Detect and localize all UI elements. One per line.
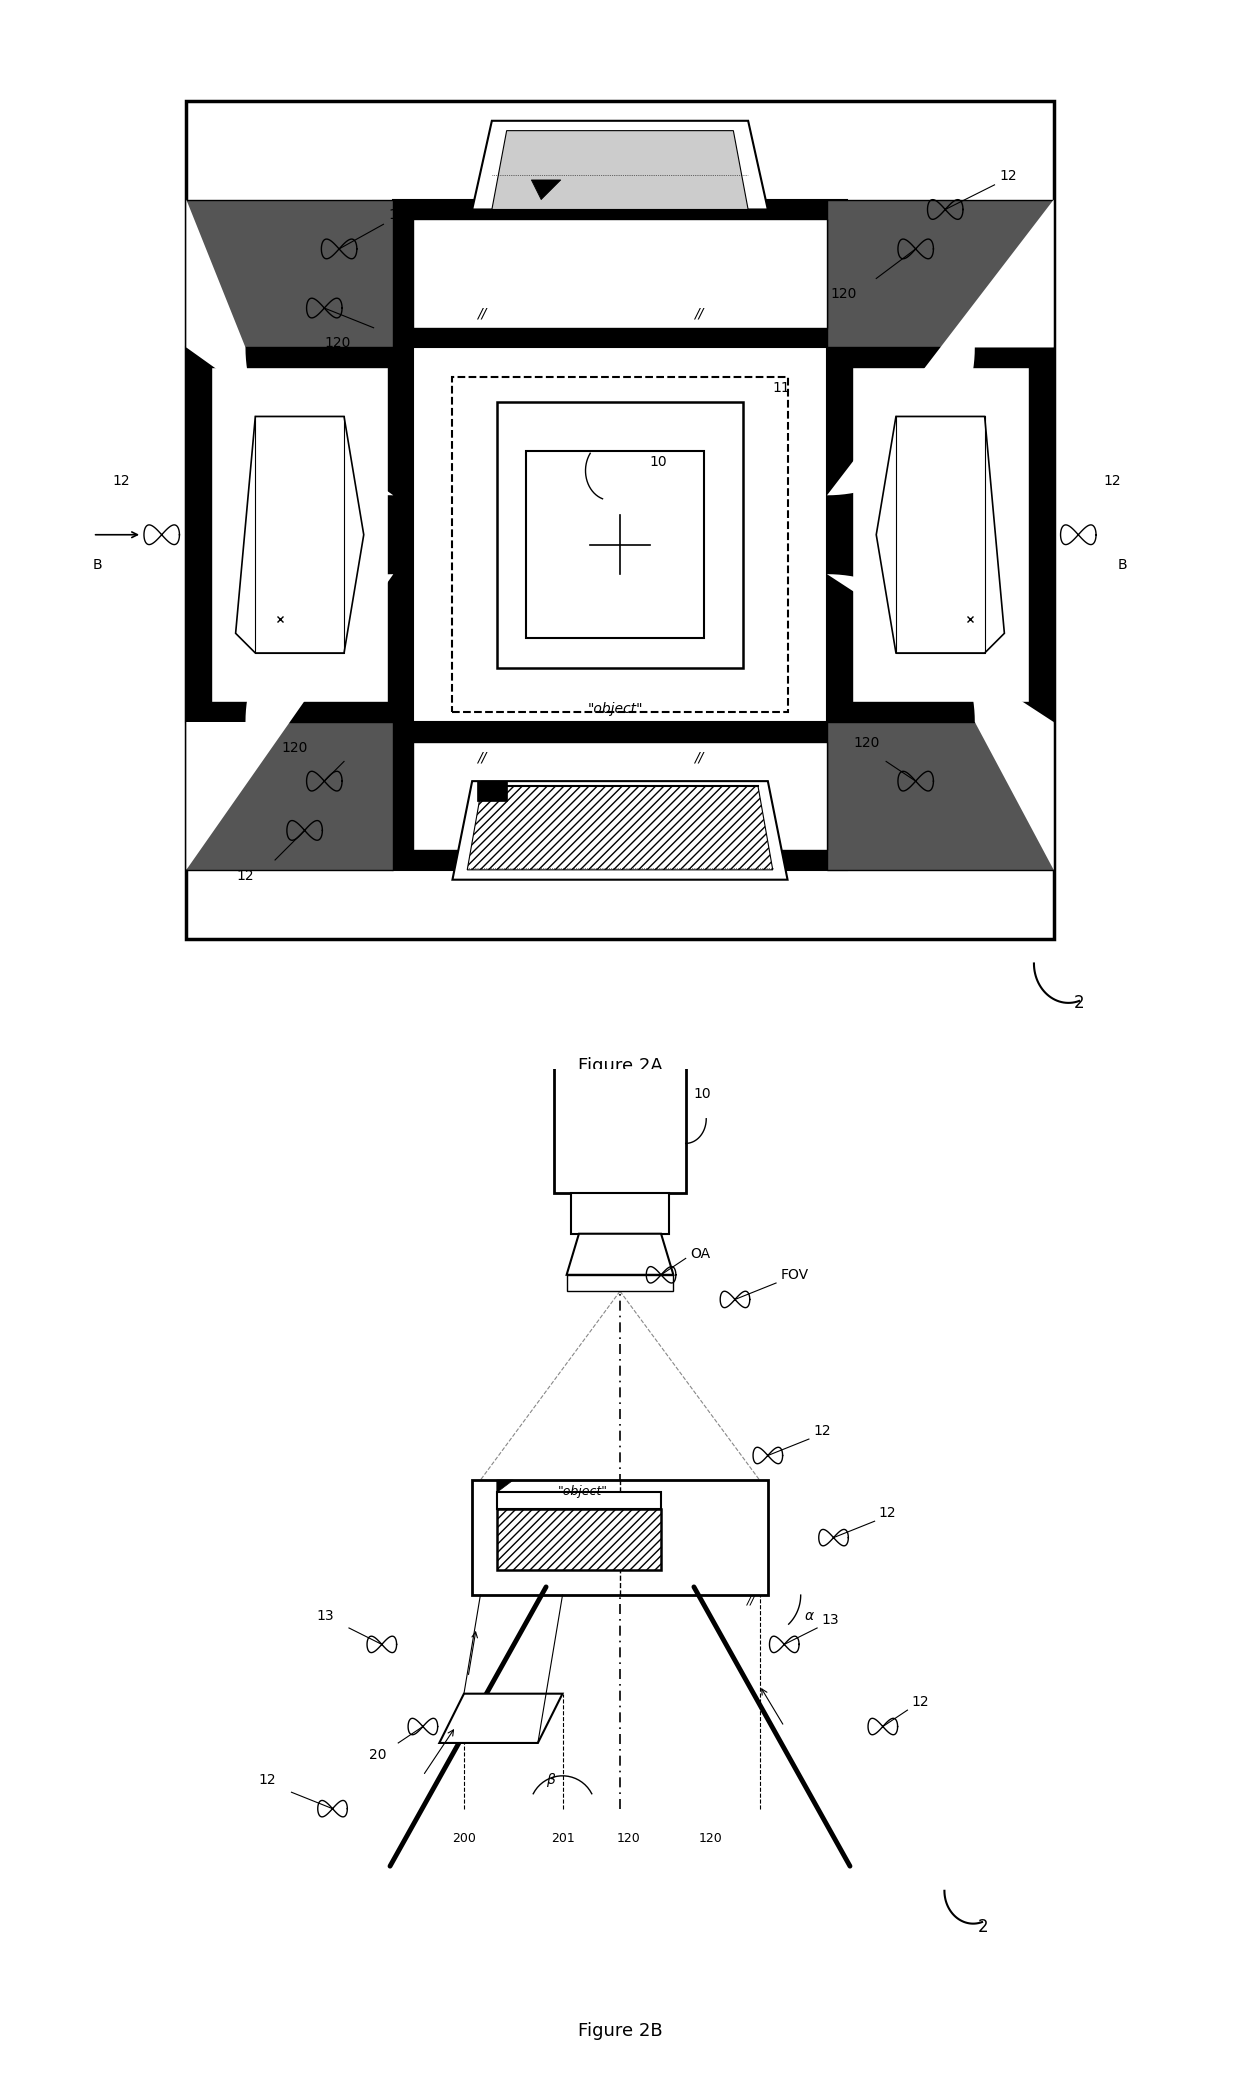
Bar xyxy=(567,1275,673,1292)
Text: α: α xyxy=(805,1608,813,1623)
Text: β: β xyxy=(546,1774,556,1787)
Text: Figure 2B: Figure 2B xyxy=(578,2022,662,2040)
Text: 12: 12 xyxy=(237,868,254,883)
Bar xyxy=(497,403,743,667)
Text: 12: 12 xyxy=(911,1694,929,1709)
Text: //: // xyxy=(477,751,486,765)
Bar xyxy=(472,1480,768,1596)
Text: 12: 12 xyxy=(259,1774,277,1787)
Polygon shape xyxy=(186,199,393,348)
Text: 12: 12 xyxy=(1102,474,1121,489)
Text: B: B xyxy=(1117,558,1127,572)
Text: 12: 12 xyxy=(999,170,1017,182)
Polygon shape xyxy=(827,575,1054,870)
Bar xyxy=(186,348,413,721)
Bar xyxy=(852,367,1029,702)
Text: "object": "object" xyxy=(558,1485,608,1497)
Text: 12: 12 xyxy=(113,474,130,489)
Polygon shape xyxy=(236,417,363,652)
Text: //: // xyxy=(477,306,486,321)
Text: 120: 120 xyxy=(853,736,879,749)
Bar xyxy=(477,780,507,801)
Text: 120: 120 xyxy=(616,1831,640,1845)
Bar xyxy=(393,199,847,348)
Text: 2: 2 xyxy=(1074,994,1084,1013)
Text: Figure 2A: Figure 2A xyxy=(578,1057,662,1076)
Text: 13: 13 xyxy=(821,1613,838,1627)
Polygon shape xyxy=(497,1480,513,1493)
Bar xyxy=(827,348,1054,721)
Text: 12: 12 xyxy=(813,1424,831,1439)
Text: 120: 120 xyxy=(281,740,308,755)
Polygon shape xyxy=(531,180,560,199)
Text: 13: 13 xyxy=(316,1608,334,1623)
Polygon shape xyxy=(567,1233,673,1275)
Text: 120: 120 xyxy=(325,336,351,350)
Text: 120: 120 xyxy=(698,1831,722,1845)
Polygon shape xyxy=(467,786,773,870)
Text: "object": "object" xyxy=(588,702,642,717)
Text: 12: 12 xyxy=(879,1506,897,1520)
Text: 11: 11 xyxy=(570,1501,589,1516)
Polygon shape xyxy=(439,1694,563,1743)
Text: //: // xyxy=(694,306,703,321)
Polygon shape xyxy=(492,130,748,210)
Bar xyxy=(554,1044,686,1193)
Bar xyxy=(570,1193,670,1233)
Text: 20: 20 xyxy=(370,1749,387,1761)
Bar xyxy=(497,1493,661,1510)
Text: FOV: FOV xyxy=(780,1269,808,1281)
Bar xyxy=(413,742,827,849)
Bar xyxy=(393,721,847,870)
Text: 2: 2 xyxy=(977,1919,988,1936)
Polygon shape xyxy=(827,199,1054,495)
Text: //: // xyxy=(694,751,703,765)
Text: 201: 201 xyxy=(551,1831,574,1845)
Polygon shape xyxy=(472,122,768,210)
Text: 12: 12 xyxy=(388,208,405,222)
Polygon shape xyxy=(186,199,393,495)
Text: 120: 120 xyxy=(830,287,857,302)
Polygon shape xyxy=(186,575,393,870)
Bar xyxy=(413,220,827,327)
Bar xyxy=(526,451,704,637)
Text: 10: 10 xyxy=(650,455,667,470)
Bar xyxy=(186,101,1054,939)
Polygon shape xyxy=(827,721,1054,870)
Text: 200: 200 xyxy=(453,1831,476,1845)
Bar xyxy=(211,367,388,702)
Text: B: B xyxy=(93,558,103,572)
Bar xyxy=(453,377,787,713)
Text: OA: OA xyxy=(689,1248,711,1262)
Polygon shape xyxy=(827,199,1054,348)
Text: //: // xyxy=(748,1594,756,1606)
Bar xyxy=(497,1510,661,1571)
Text: 11: 11 xyxy=(773,382,791,394)
Text: 10: 10 xyxy=(694,1086,712,1101)
Polygon shape xyxy=(453,780,787,881)
Polygon shape xyxy=(877,417,1004,652)
Polygon shape xyxy=(186,721,393,870)
